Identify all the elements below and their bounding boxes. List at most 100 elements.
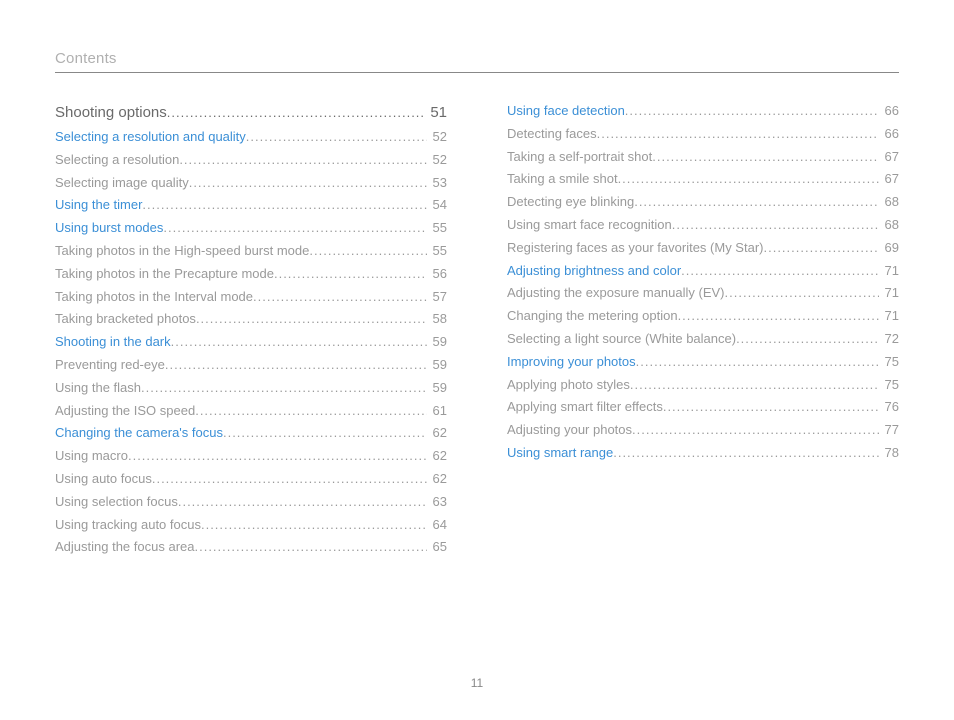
- toc-entry-label: Using macro: [55, 446, 128, 467]
- toc-leader-dots: [681, 261, 878, 282]
- toc-leader-dots: [165, 355, 427, 376]
- toc-entry: Using selection focus63: [55, 492, 447, 513]
- toc-entry: Selecting a resolution 52: [55, 150, 447, 171]
- toc-entry[interactable]: Changing the camera's focus 62: [55, 423, 447, 444]
- toc-entry-label: Registering faces as your favorites (My …: [507, 238, 763, 259]
- toc-entry-page: 62: [427, 423, 447, 444]
- toc-leader-dots: [223, 423, 427, 444]
- toc-entry: Selecting a light source (White balance)…: [507, 329, 899, 350]
- toc-entry-label: Detecting eye blinking: [507, 192, 634, 213]
- toc-entry-label[interactable]: Using the timer: [55, 195, 142, 216]
- toc-leader-dots: [725, 283, 879, 304]
- toc-leader-dots: [613, 443, 878, 464]
- toc-entry-page: 71: [879, 283, 899, 304]
- toc-leader-dots: [652, 147, 878, 168]
- toc-entry-label[interactable]: Selecting a resolution and quality: [55, 127, 246, 148]
- toc-entry-label: Applying photo styles: [507, 375, 630, 396]
- toc-entry-label: Using auto focus: [55, 469, 152, 490]
- toc-entry-label: Using the flash: [55, 378, 141, 399]
- toc-entry[interactable]: Using the timer54: [55, 195, 447, 216]
- toc-entry: Adjusting the exposure manually (EV) 71: [507, 283, 899, 304]
- toc-entry: Using auto focus 62: [55, 469, 447, 490]
- toc-entry: Taking photos in the Precapture mode56: [55, 264, 447, 285]
- toc-entry-label: Shooting options: [55, 101, 167, 125]
- toc-leader-dots: [632, 420, 879, 441]
- toc-entry-label[interactable]: Improving your photos: [507, 352, 636, 373]
- toc-entry-label: Taking photos in the Interval mode: [55, 287, 253, 308]
- toc-entry: Adjusting your photos77: [507, 420, 899, 441]
- toc-entry-label[interactable]: Using face detection: [507, 101, 625, 122]
- toc-leader-dots: [189, 173, 427, 194]
- toc-entry-label[interactable]: Changing the camera's focus: [55, 423, 223, 444]
- toc-leader-dots: [309, 241, 426, 262]
- toc-entry: Taking a smile shot 67: [507, 169, 899, 190]
- toc-entry[interactable]: Using burst modes55: [55, 218, 447, 239]
- toc-leader-dots: [167, 103, 425, 124]
- toc-entry-label: Adjusting the focus area: [55, 537, 194, 558]
- toc-entry-label: Selecting image quality: [55, 173, 189, 194]
- toc-leader-dots: [630, 375, 879, 396]
- toc-leader-dots: [597, 124, 879, 145]
- toc-leader-dots: [634, 192, 878, 213]
- toc-columns: Shooting options51Selecting a resolution…: [55, 101, 899, 560]
- toc-leader-dots: [678, 306, 879, 327]
- toc-entry-page: 61: [427, 401, 447, 422]
- toc-entry-label[interactable]: Using smart range: [507, 443, 613, 464]
- toc-leader-dots: [163, 218, 426, 239]
- toc-entry-page: 67: [879, 169, 899, 190]
- toc-entry-page: 59: [427, 355, 447, 376]
- toc-leader-dots: [625, 101, 879, 122]
- toc-entry-label[interactable]: Shooting in the dark: [55, 332, 171, 353]
- toc-entry: Detecting eye blinking 68: [507, 192, 899, 213]
- toc-entry-page: 71: [879, 261, 899, 282]
- toc-entry-label: Preventing red-eye: [55, 355, 165, 376]
- toc-entry[interactable]: Selecting a resolution and quality 52: [55, 127, 447, 148]
- toc-entry-label: Adjusting the exposure manually (EV): [507, 283, 725, 304]
- toc-leader-dots: [178, 492, 427, 513]
- toc-leader-dots: [253, 287, 427, 308]
- toc-entry-label[interactable]: Adjusting brightness and color: [507, 261, 681, 282]
- toc-entry[interactable]: Shooting in the dark59: [55, 332, 447, 353]
- toc-entry-page: 52: [427, 150, 447, 171]
- toc-entry-page: 56: [427, 264, 447, 285]
- toc-entry: Selecting image quality53: [55, 173, 447, 194]
- toc-leader-dots: [196, 309, 427, 330]
- toc-entry-label[interactable]: Using burst modes: [55, 218, 163, 239]
- toc-entry: Taking a self-portrait shot67: [507, 147, 899, 168]
- toc-leader-dots: [663, 397, 879, 418]
- toc-entry-page: 78: [879, 443, 899, 464]
- toc-entry-label: Taking photos in the High-speed burst mo…: [55, 241, 309, 262]
- toc-entry: Adjusting the ISO speed 61: [55, 401, 447, 422]
- toc-entry-label: Adjusting the ISO speed: [55, 401, 195, 422]
- toc-entry[interactable]: Adjusting brightness and color 71: [507, 261, 899, 282]
- toc-entry[interactable]: Improving your photos 75: [507, 352, 899, 373]
- toc-entry[interactable]: Using face detection66: [507, 101, 899, 122]
- page-header: Contents: [55, 50, 899, 73]
- toc-entry-page: 76: [879, 397, 899, 418]
- toc-entry: Using macro 62: [55, 446, 447, 467]
- toc-entry-page: 68: [879, 192, 899, 213]
- page-number: 11: [0, 676, 954, 690]
- toc-entry-page: 71: [879, 306, 899, 327]
- toc-entry-page: 52: [427, 127, 447, 148]
- toc-entry-label: Applying smart filter effects: [507, 397, 663, 418]
- toc-leader-dots: [736, 329, 878, 350]
- toc-entry: Applying photo styles75: [507, 375, 899, 396]
- toc-entry-label: Using selection focus: [55, 492, 178, 513]
- toc-entry: Taking photos in the Interval mode57: [55, 287, 447, 308]
- toc-entry-page: 62: [427, 446, 447, 467]
- toc-entry-page: 62: [427, 469, 447, 490]
- toc-entry[interactable]: Using smart range 78: [507, 443, 899, 464]
- toc-entry-label: Selecting a resolution: [55, 150, 179, 171]
- toc-entry-label: Changing the metering option: [507, 306, 678, 327]
- toc-entry-label: Using tracking auto focus: [55, 515, 201, 536]
- toc-entry-page: 51: [424, 101, 447, 125]
- toc-leader-dots: [195, 401, 426, 422]
- toc-entry-page: 59: [427, 378, 447, 399]
- toc-entry-page: 67: [879, 147, 899, 168]
- toc-entry: Applying smart filter effects 76: [507, 397, 899, 418]
- toc-leader-dots: [179, 150, 426, 171]
- toc-entry-label: Taking a smile shot: [507, 169, 618, 190]
- toc-entry: Using tracking auto focus64: [55, 515, 447, 536]
- toc-entry-page: 75: [879, 352, 899, 373]
